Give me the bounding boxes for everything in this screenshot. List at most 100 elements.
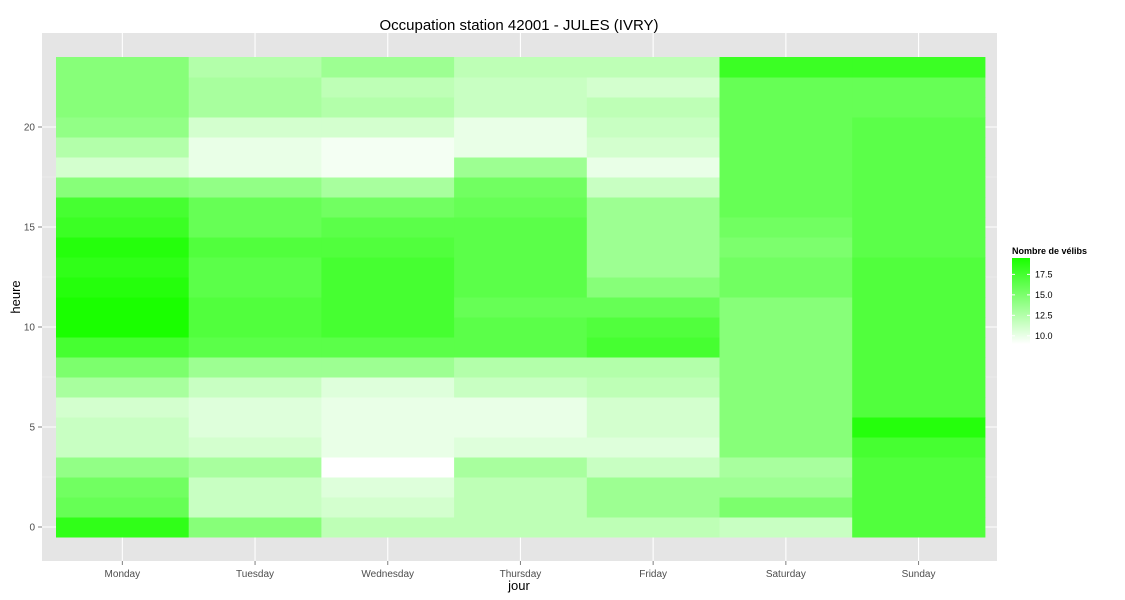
heatmap-tile [56, 437, 190, 458]
heatmap-tile [188, 337, 322, 358]
heatmap-tile [852, 97, 986, 118]
x-axis-ticks: Monday Tuesday Wednesday Thursday Friday Satu… [105, 561, 936, 580]
heatmap-tile [454, 357, 588, 378]
heatmap-tile [321, 497, 455, 518]
heatmap-tile [852, 437, 986, 458]
heatmap-tile [321, 457, 455, 478]
heatmap-tile [188, 497, 322, 518]
heatmap-tile [586, 157, 720, 178]
heatmap-tile [188, 417, 322, 438]
heatmap-tile [454, 257, 588, 278]
heatmap-tile [188, 277, 322, 298]
heatmap-tile [454, 477, 588, 498]
heatmap-tile [852, 397, 986, 418]
heatmap-tile [586, 77, 720, 98]
heatmap-tile [56, 397, 190, 418]
legend-tick-label: 17.5 [1035, 269, 1053, 279]
heatmap-tile [321, 517, 455, 538]
heatmap-tile [321, 377, 455, 398]
y-tick-label: 15 [24, 223, 36, 234]
heatmap-tile [56, 177, 190, 198]
heatmap-tile [56, 337, 190, 358]
heatmap-tile [321, 57, 455, 78]
heatmap-tile [586, 57, 720, 78]
heatmap-tile [321, 317, 455, 338]
heatmap-tile [852, 237, 986, 258]
heatmap-tile [586, 497, 720, 518]
heatmap-tile [719, 137, 853, 158]
heatmap-tile [56, 417, 190, 438]
heatmap-tile [188, 257, 322, 278]
heatmap-tile [56, 377, 190, 398]
heatmap-tile [852, 417, 986, 438]
heatmap-tile [188, 517, 322, 538]
heatmap-tile [852, 197, 986, 218]
heatmap-tile [586, 377, 720, 398]
heatmap-tile [852, 357, 986, 378]
heatmap-tile [852, 497, 986, 518]
heatmap-tile [719, 277, 853, 298]
heatmap-tile [719, 437, 853, 458]
heatmap-tile [719, 357, 853, 378]
heatmap-tile [586, 437, 720, 458]
heatmap-tile [852, 477, 986, 498]
y-axis-title: heure [8, 280, 23, 313]
x-tick-label: Friday [639, 569, 667, 580]
heatmap-tile [454, 137, 588, 158]
heatmap-tile [586, 137, 720, 158]
heatmap-tile [852, 57, 986, 78]
heatmap-tile [454, 457, 588, 478]
legend-colorbar [1012, 258, 1030, 344]
heatmap-tile [719, 257, 853, 278]
heatmap-tile [586, 197, 720, 218]
y-axis-ticks: 0 5 10 15 20 [24, 123, 42, 534]
heatmap-tile [56, 217, 190, 238]
heatmap-tile [719, 77, 853, 98]
heatmap-tile [56, 157, 190, 178]
heatmap-tile [188, 237, 322, 258]
heatmap-tile [56, 237, 190, 258]
x-tick-label: Tuesday [236, 569, 274, 580]
heatmap-tile [321, 237, 455, 258]
heatmap-tile [454, 177, 588, 198]
heatmap-tile [454, 57, 588, 78]
heatmap-tile [321, 197, 455, 218]
heatmap-tile [719, 177, 853, 198]
heatmap-tile [188, 437, 322, 458]
heatmap-tile [586, 317, 720, 338]
heatmap-tile [852, 117, 986, 138]
heatmap-tile [321, 337, 455, 358]
heatmap-tile [586, 97, 720, 118]
heatmap-tile [56, 517, 190, 538]
legend-ticks: 10.0 12.5 15.0 17.5 [1012, 269, 1053, 341]
heatmap-tile [719, 57, 853, 78]
heatmap-tile [188, 477, 322, 498]
heatmap-tile [454, 157, 588, 178]
heatmap-tile [188, 457, 322, 478]
heatmap-tile [719, 97, 853, 118]
heatmap-tile [719, 237, 853, 258]
heatmap-tile [586, 277, 720, 298]
heatmap-tile [719, 457, 853, 478]
heatmap-tile [454, 277, 588, 298]
x-axis-title: jour [507, 578, 530, 593]
heatmap-tile [56, 497, 190, 518]
heatmap-tile [719, 197, 853, 218]
heatmap-tile [188, 97, 322, 118]
heatmap-tile [56, 197, 190, 218]
heatmap-tile [56, 97, 190, 118]
heatmap-tile [321, 157, 455, 178]
heatmap-tile [586, 337, 720, 358]
heatmap-tile [454, 517, 588, 538]
heatmap-tile [321, 117, 455, 138]
heatmap-tile [852, 317, 986, 338]
heatmap-tile [188, 377, 322, 398]
heatmap-tile [56, 357, 190, 378]
y-tick-label: 20 [24, 123, 36, 134]
heatmap-tile [56, 277, 190, 298]
heatmap-tile [719, 477, 853, 498]
legend-tick-label: 15.0 [1035, 290, 1053, 300]
heatmap-tile [321, 437, 455, 458]
heatmap-tile [56, 457, 190, 478]
heatmap-tile [454, 117, 588, 138]
